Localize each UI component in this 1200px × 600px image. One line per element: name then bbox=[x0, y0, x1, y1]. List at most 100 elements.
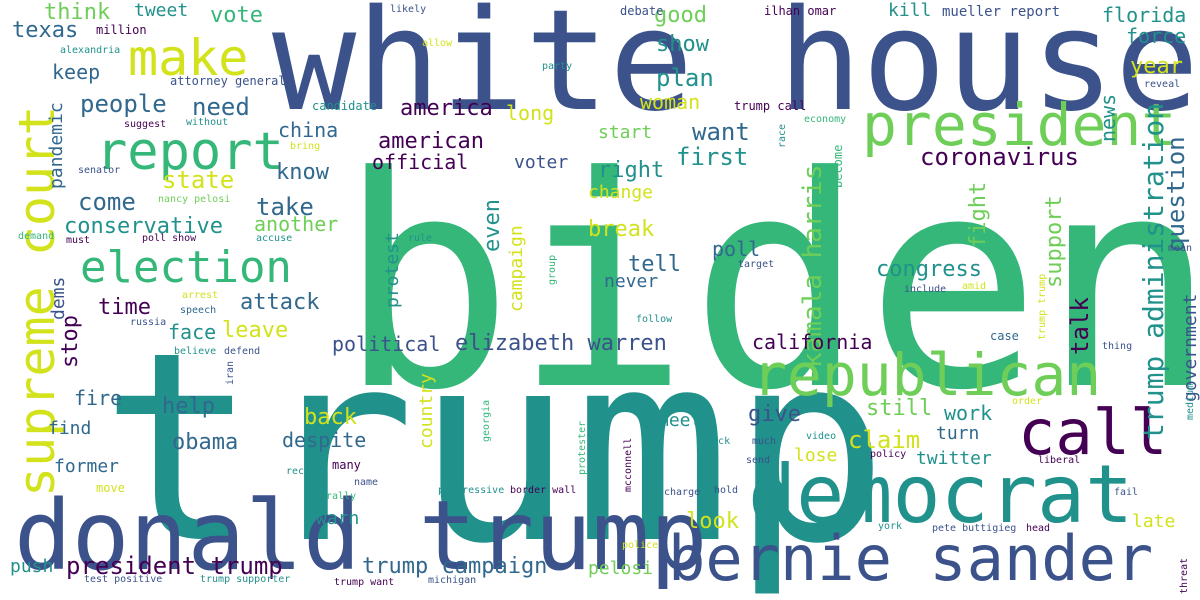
word-think: think bbox=[44, 0, 111, 25]
word-american: american bbox=[378, 129, 484, 154]
word-plan: plan bbox=[656, 64, 714, 92]
word-must: must bbox=[66, 235, 91, 246]
word-believe: believe bbox=[174, 346, 217, 357]
word-congress: congress bbox=[876, 257, 982, 282]
word-stop: stop bbox=[58, 315, 83, 368]
word-michigan: michigan bbox=[428, 575, 477, 586]
word-group: group bbox=[547, 254, 558, 285]
word-mean: mean bbox=[1168, 243, 1193, 254]
word-country: country bbox=[416, 373, 437, 449]
word-start: start bbox=[598, 122, 653, 143]
word-question: question bbox=[1162, 136, 1190, 252]
word-many: many bbox=[332, 458, 361, 472]
word-campaign: campaign bbox=[506, 225, 527, 312]
word-debate: debate bbox=[620, 4, 664, 18]
word-tell: tell bbox=[628, 252, 681, 277]
word-another: another bbox=[254, 212, 339, 236]
word-even: even bbox=[480, 199, 505, 252]
word-time: time bbox=[98, 295, 151, 320]
word-economy: economy bbox=[804, 114, 847, 125]
word-political: political bbox=[332, 332, 441, 356]
word-target: target bbox=[738, 259, 775, 270]
word-look: look bbox=[686, 509, 739, 534]
word-fight: fight bbox=[966, 181, 991, 248]
word-elizabeth-warren: elizabeth warren bbox=[455, 331, 667, 356]
word-include: include bbox=[904, 284, 947, 295]
word-report: report bbox=[96, 122, 284, 182]
word-without: without bbox=[186, 117, 229, 128]
word-call: call bbox=[1018, 396, 1168, 469]
word-people: people bbox=[80, 90, 167, 118]
word-know: know bbox=[276, 160, 329, 185]
word-iran: iran bbox=[225, 360, 236, 385]
word-come: come bbox=[78, 188, 136, 216]
word-china: china bbox=[278, 118, 339, 142]
word-mcconnell: mcconnell bbox=[623, 437, 634, 492]
word-protest: protest bbox=[382, 232, 403, 308]
word-turn: turn bbox=[936, 423, 980, 444]
word-change: change bbox=[588, 182, 654, 203]
word-poll-show: poll show bbox=[142, 233, 197, 244]
word-long: long bbox=[506, 101, 555, 125]
word-pete-buttigieg: pete buttigieg bbox=[932, 523, 1017, 534]
word-want: want bbox=[692, 118, 750, 146]
word-party: party bbox=[542, 61, 573, 72]
word-conservative: conservative bbox=[64, 214, 223, 239]
word-bring: bring bbox=[290, 141, 321, 152]
word-face: face bbox=[168, 320, 217, 344]
word-rally: rally bbox=[326, 491, 357, 502]
word-move: move bbox=[96, 481, 125, 495]
word-become: become bbox=[831, 144, 845, 188]
word-trump: trump bbox=[100, 296, 889, 600]
word-fire: fire bbox=[74, 386, 123, 410]
word-russia: russia bbox=[130, 317, 167, 328]
word-poll: poll bbox=[712, 237, 761, 261]
word-name: name bbox=[354, 477, 379, 488]
word-video: video bbox=[806, 431, 837, 442]
word-help: help bbox=[162, 394, 215, 419]
word-ilhan-omar: ilhan omar bbox=[764, 4, 837, 18]
word-good: good bbox=[654, 3, 707, 28]
word-claim: claim bbox=[848, 426, 921, 454]
word-policy: policy bbox=[870, 449, 907, 460]
word-push: push bbox=[10, 556, 54, 577]
word-warn: warn bbox=[316, 508, 360, 529]
word-former: former bbox=[54, 456, 120, 477]
word-arrest: arrest bbox=[182, 290, 219, 301]
word-first: first bbox=[676, 143, 749, 171]
word-woman: woman bbox=[640, 90, 701, 114]
word-kill: kill bbox=[888, 0, 932, 21]
word-president-trump: president trump bbox=[66, 552, 283, 580]
word-florida: florida bbox=[1102, 3, 1187, 27]
word-progressive: progressive bbox=[438, 485, 505, 496]
word-texas: texas bbox=[12, 18, 79, 43]
word-threat: threat bbox=[1179, 557, 1190, 594]
word-trump-call: trump call bbox=[734, 99, 807, 113]
word-pandemic: pandemic bbox=[46, 102, 67, 189]
word-order: order bbox=[1012, 396, 1043, 407]
word-never: never bbox=[604, 271, 659, 292]
word-trump-campaign: trump campaign bbox=[362, 554, 548, 579]
word-accuse: accuse bbox=[256, 233, 293, 244]
word-suggest: suggest bbox=[124, 119, 167, 130]
word-take: take bbox=[256, 193, 314, 221]
word-state: state bbox=[162, 166, 235, 194]
word-voter: voter bbox=[514, 152, 569, 173]
word-work: work bbox=[944, 401, 993, 425]
word-nancy-pelosi: nancy pelosi bbox=[158, 194, 231, 205]
word-meet: meet bbox=[658, 410, 702, 431]
word-defend: defend bbox=[224, 346, 261, 357]
word-much: much bbox=[752, 436, 777, 447]
word-right: right bbox=[598, 158, 665, 183]
word-bernie-sander: bernie sander bbox=[668, 522, 1154, 595]
word-talk: talk bbox=[1066, 297, 1094, 355]
word-despite: despite bbox=[282, 428, 367, 452]
word-still: still bbox=[866, 396, 933, 421]
word-alexandria: alexandria bbox=[60, 45, 121, 56]
word-liberal: liberal bbox=[1038, 455, 1081, 466]
word-follow: follow bbox=[636, 314, 673, 325]
word-vote: vote bbox=[210, 3, 263, 28]
word-republican: republican bbox=[752, 341, 1102, 409]
word-allow: allow bbox=[422, 38, 453, 49]
